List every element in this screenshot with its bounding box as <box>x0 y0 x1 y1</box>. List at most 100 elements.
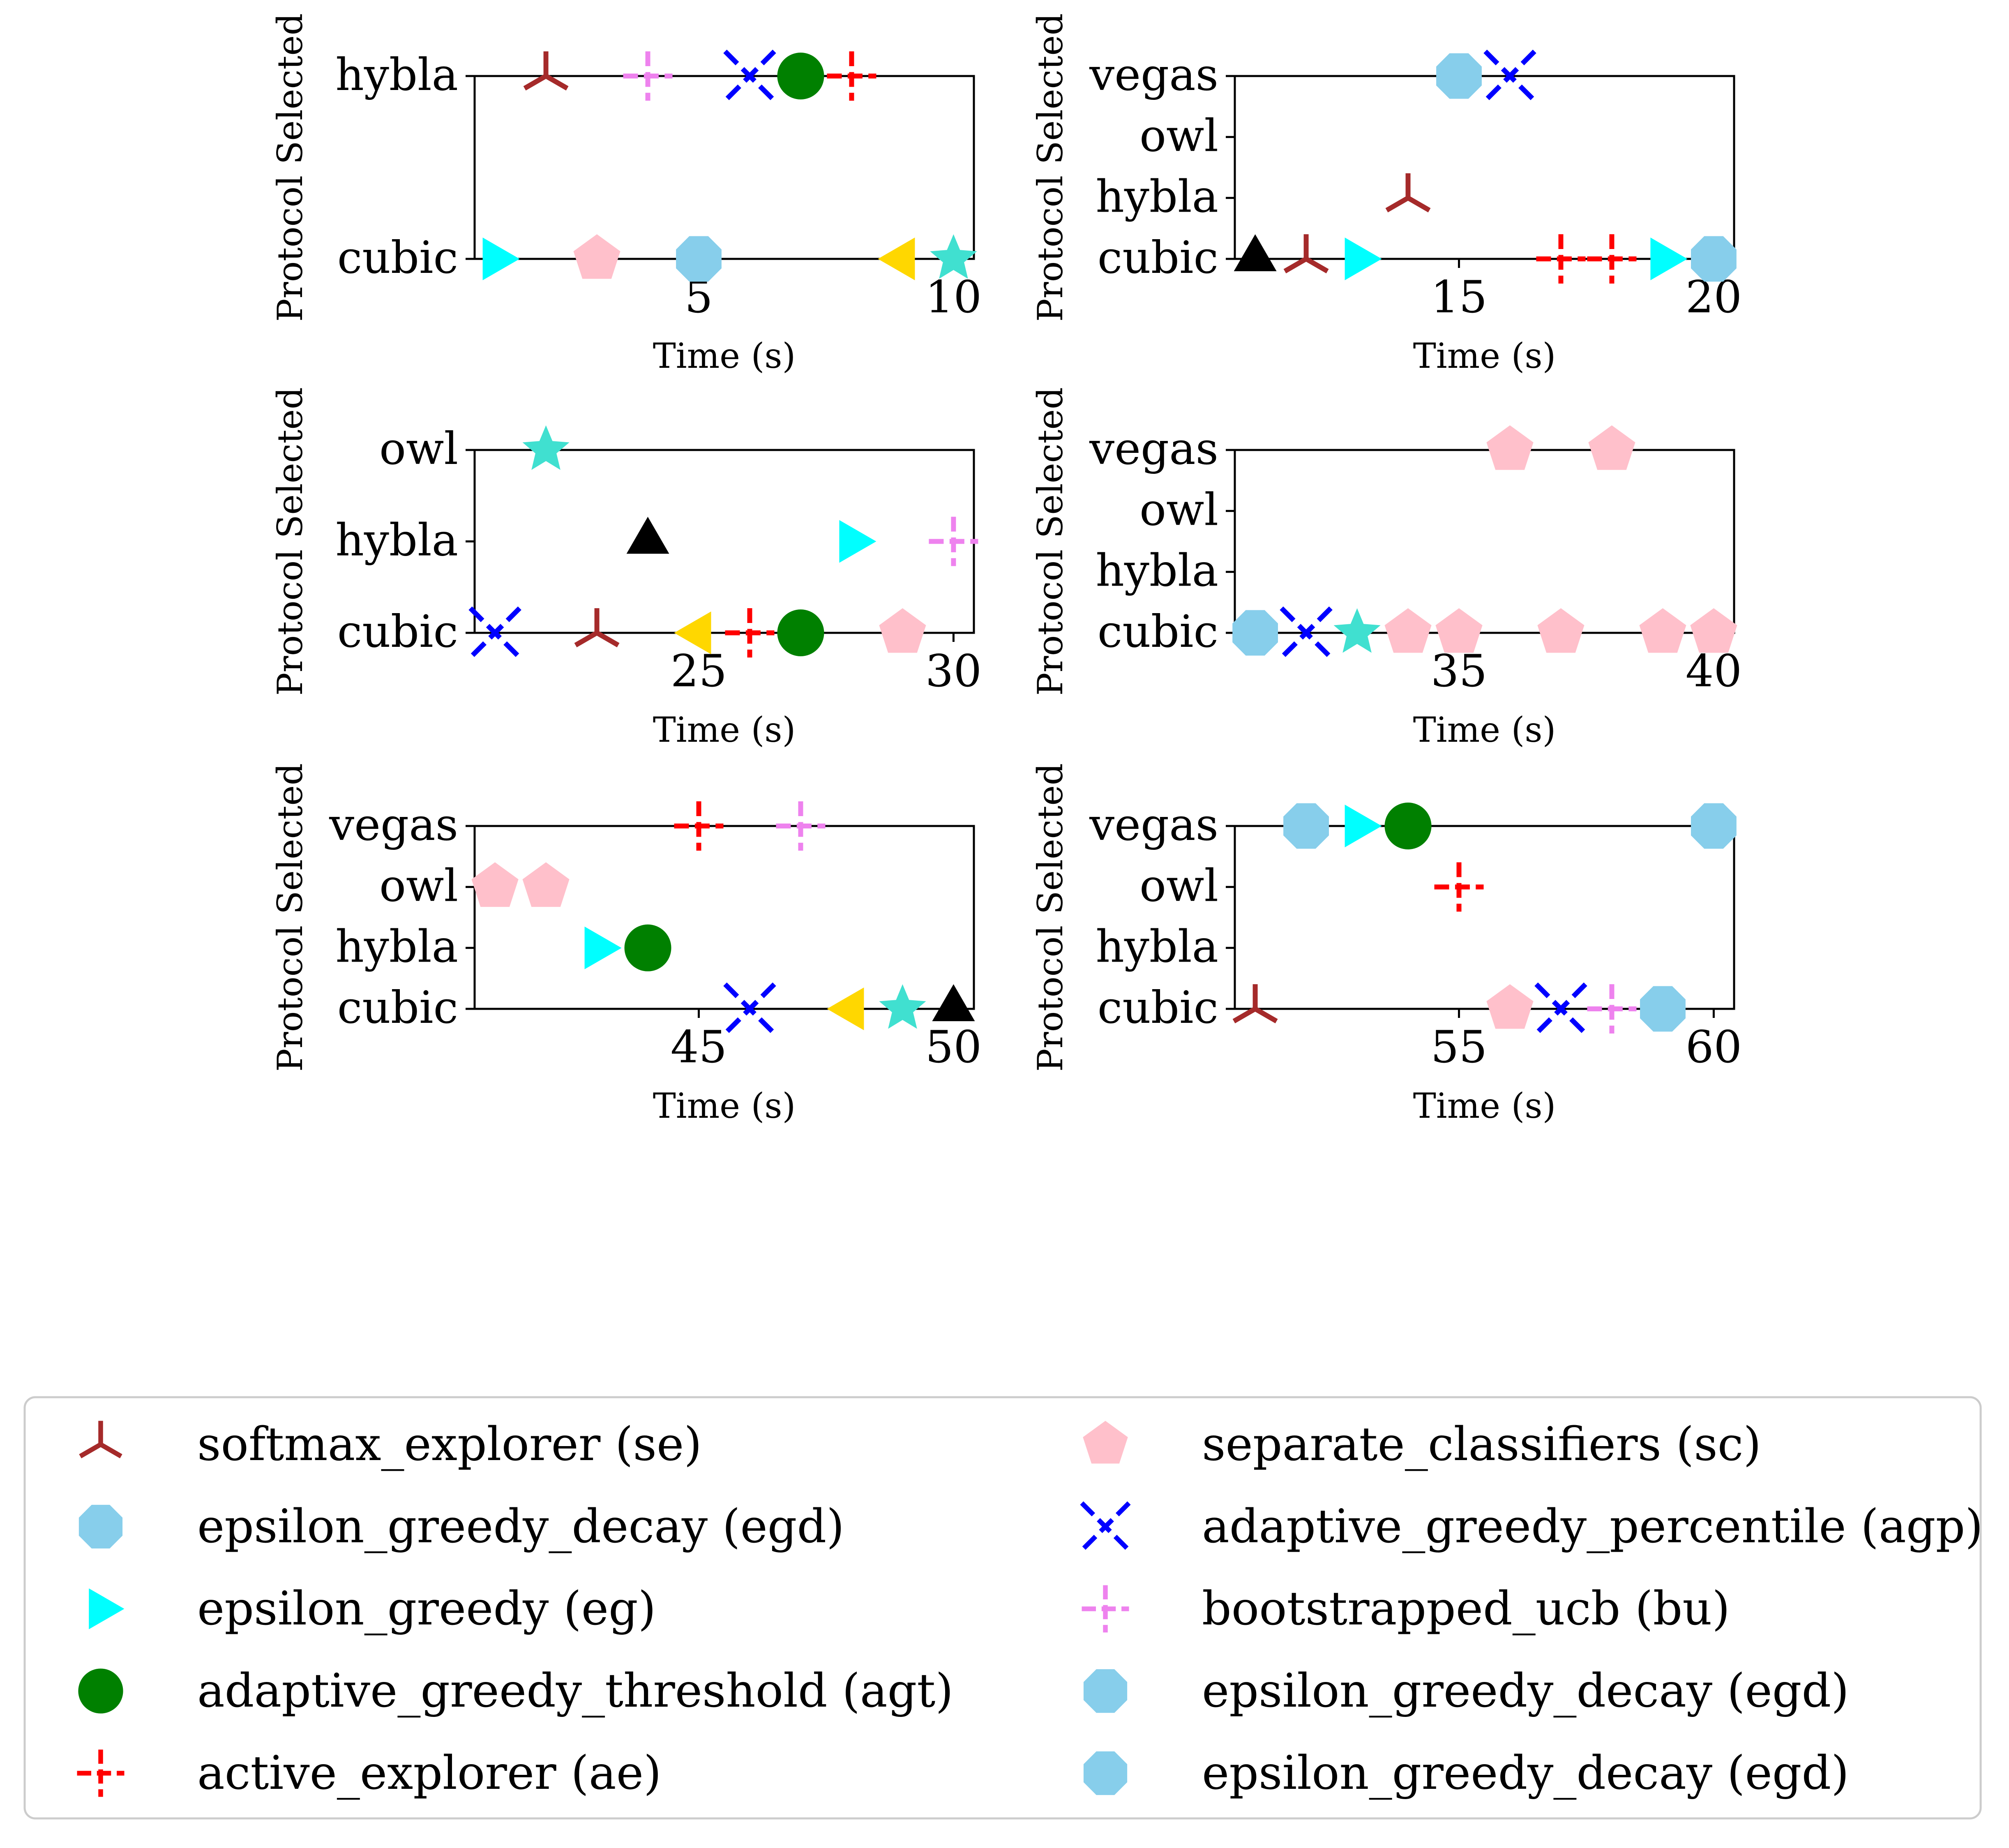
legend-label: epsilon_greedy (eg) <box>197 1582 656 1636</box>
data-point-tri-down <box>1385 173 1431 212</box>
data-point-tri-up <box>932 984 975 1021</box>
legend-marker-octagon <box>1083 1669 1128 1713</box>
legend-label: epsilon_greedy_decay (egd) <box>197 1500 844 1553</box>
x-tick-label: 45 <box>671 1022 727 1073</box>
axes-frame <box>473 825 975 1010</box>
data-point-plus-dash <box>1536 234 1586 284</box>
data-point-pentagon <box>1384 608 1432 653</box>
y-axis-label: Protocol Selected <box>270 763 310 1072</box>
x-tick-label: 60 <box>1686 1022 1742 1073</box>
data-point-plus-dash <box>776 801 826 851</box>
data-point-pentagon <box>879 608 926 653</box>
data-point-tri-right <box>839 520 876 563</box>
y-tick-label: owl <box>379 860 458 911</box>
legend-label: separate_classifiers (sc) <box>1202 1418 1761 1471</box>
data-point-tri-right <box>1650 238 1688 280</box>
data-point-plus-dash <box>1434 862 1484 912</box>
data-point-tri-left <box>827 987 864 1030</box>
data-point-octagon <box>1691 236 1737 282</box>
legend-label: adaptive_greedy_threshold (agt) <box>197 1664 953 1718</box>
data-point-pentagon <box>1639 608 1686 653</box>
legend-entry: bootstrapped_ucb (bu) <box>1082 1582 1730 1636</box>
data-point-circle <box>1384 803 1432 849</box>
axes-frame <box>1234 449 1735 634</box>
axes-frame <box>1234 75 1735 260</box>
y-axis-label: Protocol Selected <box>270 13 310 322</box>
x-axis-label: Time (s) <box>1413 336 1556 376</box>
data-point-star <box>879 984 926 1029</box>
data-point-circle <box>777 609 824 656</box>
y-tick-label: owl <box>379 423 458 475</box>
subplot-5: cubic hybla owl vegas 45 50 Time (s) Protocol S… <box>270 763 982 1126</box>
x-tick-label: 10 <box>925 272 982 323</box>
legend-marker-circle <box>78 1668 123 1714</box>
legend-marker-octagon <box>78 1504 123 1549</box>
legend-label: active_explorer (ae) <box>197 1746 662 1800</box>
data-point-plus-dash <box>1587 984 1637 1034</box>
subplot-4: cubic hybla owl vegas 35 40 Time (s) Protocol S… <box>1030 387 1742 750</box>
legend-marker-tri-down <box>79 1421 122 1458</box>
data-point-tri-right <box>584 926 622 969</box>
data-point-tri-right <box>482 238 520 280</box>
data-point-octagon <box>1232 610 1278 656</box>
data-point-pentagon <box>573 234 620 279</box>
x-axis-label: Time (s) <box>1413 710 1556 750</box>
data-point-circle <box>624 924 671 971</box>
data-point-plus-dash <box>827 51 876 101</box>
legend: softmax_explorer (se) epsilon_greedy_deca… <box>23 1396 1983 1820</box>
x-axis-label: Time (s) <box>653 336 796 376</box>
x-tick-label: 40 <box>1686 646 1742 697</box>
data-point-pentagon <box>522 862 570 907</box>
y-tick-label: vegas <box>1089 423 1218 475</box>
data-point-x-dash <box>1280 606 1333 660</box>
data-point-star <box>930 234 977 279</box>
y-tick-label: cubic <box>337 982 458 1034</box>
y-tick-label: hybla <box>1096 545 1218 597</box>
data-point-x-dash <box>468 606 521 660</box>
data-point-tri-right <box>1345 805 1382 847</box>
x-axis-label: Time (s) <box>653 1086 796 1126</box>
data-point-x-dash <box>723 982 776 1036</box>
y-tick-label: owl <box>1139 860 1218 911</box>
data-point-plus-dash <box>929 517 978 566</box>
data-point-plus-dash <box>623 51 673 101</box>
data-point-pentagon <box>1435 608 1483 653</box>
data-point-tri-down <box>1283 234 1329 274</box>
legend-label: epsilon_greedy_decay (egd) <box>1202 1664 1849 1718</box>
y-axis-label: Protocol Selected <box>1030 387 1070 696</box>
y-tick-label: cubic <box>1098 982 1218 1034</box>
data-point-star <box>1333 608 1381 653</box>
data-point-pentagon <box>1486 984 1534 1029</box>
data-point-x-dash <box>1483 49 1536 103</box>
data-point-tri-down <box>574 608 620 648</box>
data-point-tri-down <box>1232 984 1278 1024</box>
y-tick-label: cubic <box>1098 606 1218 658</box>
data-point-tri-up <box>1234 234 1277 271</box>
y-tick-label: vegas <box>1089 799 1218 851</box>
data-point-tri-down <box>523 51 569 91</box>
legend-label: bootstrapped_ucb (bu) <box>1202 1582 1730 1636</box>
data-point-x-dash <box>1534 982 1587 1036</box>
axes-frame <box>473 75 975 260</box>
legend-label: adaptive_greedy_percentile (agp) <box>1202 1500 1983 1553</box>
data-point-tri-left <box>878 238 915 280</box>
x-tick-label: 55 <box>1431 1022 1487 1073</box>
legend-entry: epsilon_greedy_decay (egd) <box>78 1500 844 1553</box>
x-axis-label: Time (s) <box>653 710 796 750</box>
x-axis-label: Time (s) <box>1413 1086 1556 1126</box>
data-point-plus-dash <box>1587 234 1637 284</box>
data-point-tri-up <box>626 517 669 554</box>
legend-entry: softmax_explorer (se) <box>79 1418 702 1471</box>
legend-entry: adaptive_greedy_percentile (agp) <box>1080 1500 1983 1553</box>
data-point-octagon <box>1436 53 1482 99</box>
data-point-tri-right <box>1345 238 1382 280</box>
data-point-x-dash <box>723 49 776 103</box>
y-tick-label: vegas <box>1089 49 1218 101</box>
y-tick-label: owl <box>1139 484 1218 535</box>
legend-entry: epsilon_greedy_decay (egd) <box>1083 1746 1849 1800</box>
y-tick-label: hybla <box>335 921 458 973</box>
legend-marker-x-dash <box>1080 1501 1131 1552</box>
